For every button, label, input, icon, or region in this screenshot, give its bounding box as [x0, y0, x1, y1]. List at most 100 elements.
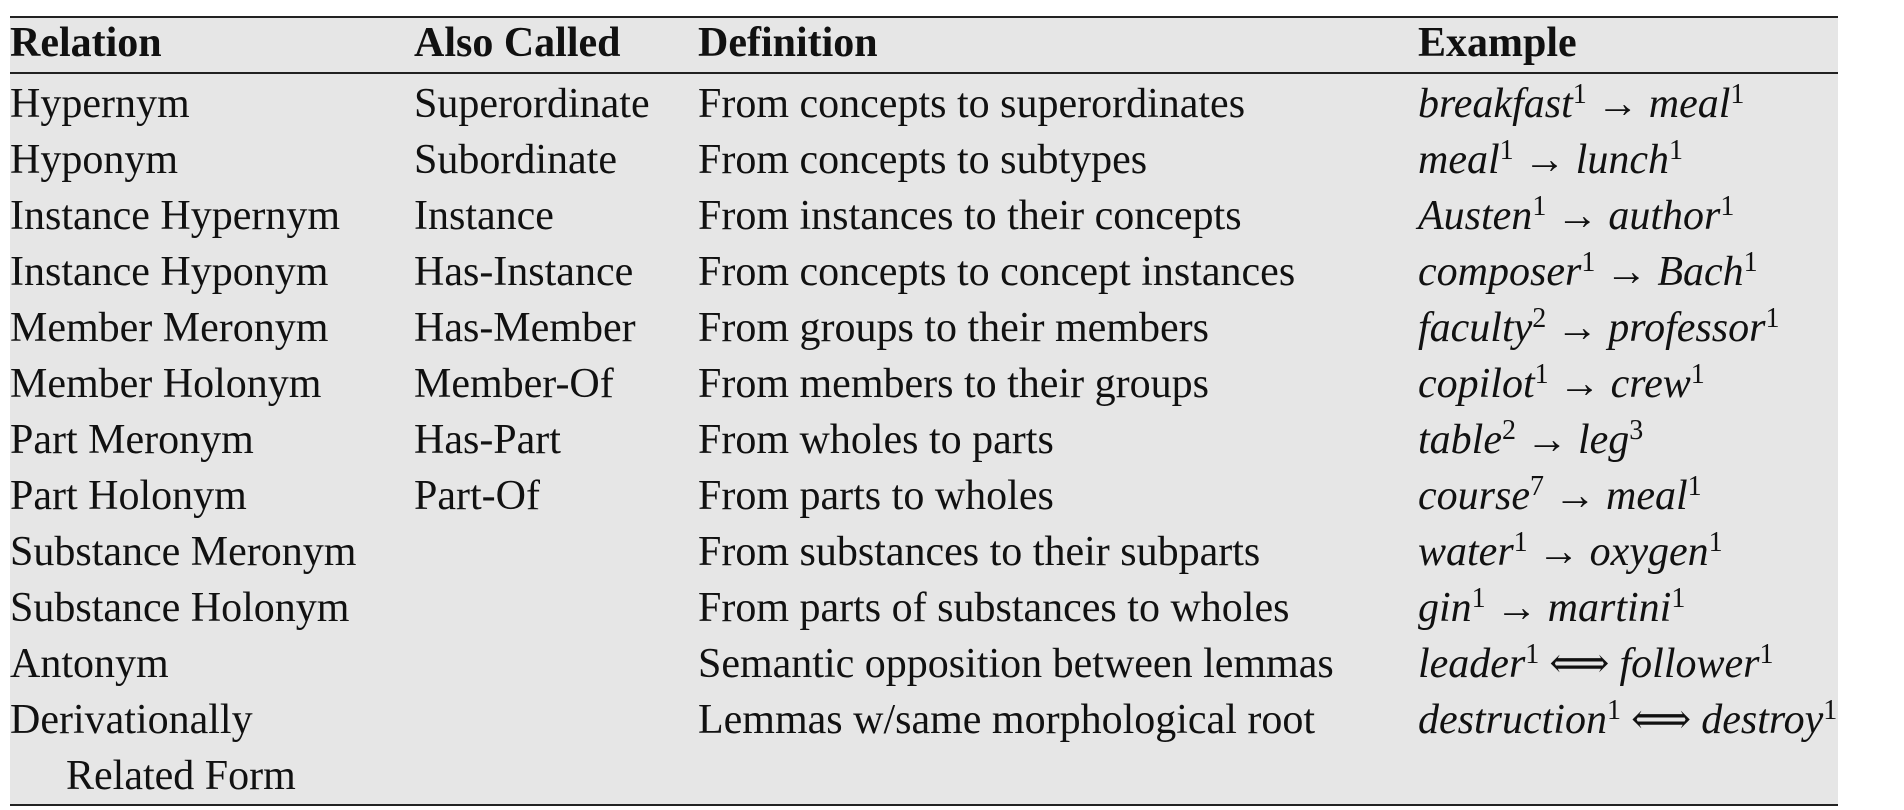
cell-example: course7 → meal1 [1418, 468, 1890, 524]
example-target: follower [1619, 641, 1760, 687]
cell-example: copilot1 → crew1 [1418, 356, 1890, 412]
example-source-sense: 1 [1525, 639, 1540, 670]
cell-also-called: Part-Of [414, 473, 540, 519]
example-target-sense: 1 [1690, 359, 1705, 390]
cell-definition: From parts of substances to wholes [698, 585, 1290, 631]
table-body: Hypernym Superordinate From concepts to su… [10, 74, 1890, 804]
cell-relation: Hyponym [10, 132, 414, 188]
arrow-right-icon: → [1495, 585, 1538, 631]
arrow-right-icon: → [1537, 529, 1580, 575]
arrow-right-icon: → [1556, 193, 1599, 239]
cell-relation: Antonym [10, 636, 414, 692]
cell-example: composer1 → Bach1 [1418, 244, 1890, 300]
relation-label: Derivationally [10, 697, 253, 743]
example-source-sense: 1 [1513, 527, 1528, 558]
arrow-right-icon: → [1605, 249, 1648, 295]
relation-label: Substance Holonym [10, 585, 350, 631]
cell-relation: Derivationally Related Form [10, 692, 414, 804]
example-target-sense: 1 [1687, 471, 1702, 502]
cell-example: breakfast1 → meal1 [1418, 74, 1890, 132]
relation-label: Antonym [10, 641, 169, 687]
example-target: professor [1608, 305, 1766, 351]
cell-also-called: Member-Of [414, 361, 614, 407]
example-source-sense: 2 [1501, 415, 1516, 446]
table-row: Part Meronym Has-Part From wholes to parts… [10, 412, 1890, 468]
cell-example: faculty2 → professor1 [1418, 300, 1890, 356]
cell-also-called: Instance [414, 193, 554, 239]
cell-also-called: Has-Member [414, 305, 636, 351]
example-target: Bach [1657, 249, 1744, 295]
cell-definition: From concepts to superordinates [698, 81, 1246, 127]
cell-example: destruction1 ⟺ destroy1 [1418, 692, 1890, 804]
top-rule [10, 16, 1838, 18]
example-source-sense: 1 [1581, 247, 1596, 278]
cell-definition: From members to their groups [698, 361, 1209, 407]
example-source: copilot [1418, 361, 1535, 407]
relation-label: Hypernym [10, 81, 190, 127]
cell-also-called: Has-Part [414, 417, 561, 463]
example-target-sense: 1 [1759, 639, 1774, 670]
header-rule [10, 72, 1838, 74]
example-target: martini [1547, 585, 1672, 631]
example-target: author [1608, 193, 1721, 239]
cell-also-called: Has-Instance [414, 249, 634, 295]
relation-label: Instance Hypernym [10, 193, 341, 239]
example-target-sense: 3 [1629, 415, 1644, 446]
example-source-sense: 1 [1606, 695, 1621, 726]
example-source: leader [1418, 641, 1526, 687]
example-source-sense: 1 [1499, 135, 1514, 166]
example-target-sense: 1 [1823, 695, 1838, 726]
cell-definition: From substances to their subparts [698, 529, 1261, 575]
cell-example: table2 → leg3 [1418, 412, 1890, 468]
example-target-sense: 1 [1708, 527, 1723, 558]
bottom-rule [10, 804, 1838, 806]
table-row: Substance Meronym From substances to thei… [10, 524, 1890, 580]
cell-definition: From wholes to parts [698, 417, 1054, 463]
example-target-sense: 1 [1765, 303, 1780, 334]
arrow-right-icon: → [1525, 417, 1568, 463]
cell-relation: Substance Meronym [10, 524, 414, 580]
example-target-sense: 1 [1671, 583, 1686, 614]
table-row: Member Holonym Member-Of From members to t… [10, 356, 1890, 412]
relation-label: Part Meronym [10, 417, 254, 463]
example-source: course [1418, 473, 1530, 519]
cell-also-called [414, 580, 698, 636]
example-source-sense: 2 [1532, 303, 1547, 334]
arrow-right-icon: → [1558, 361, 1601, 407]
cell-relation: Substance Holonym [10, 580, 414, 636]
example-target-sense: 1 [1730, 79, 1745, 110]
arrow-right-icon: → [1523, 137, 1566, 183]
example-source: faculty [1418, 305, 1533, 351]
table-row: Member Meronym Has-Member From groups to t… [10, 300, 1890, 356]
example-source: destruction [1418, 697, 1607, 743]
cell-also-called [414, 692, 698, 804]
example-source-sense: 1 [1532, 191, 1547, 222]
table-row: Substance Holonym From parts of substance… [10, 580, 1890, 636]
example-source: composer [1418, 249, 1582, 295]
cell-relation: Part Meronym [10, 412, 414, 468]
example-source-sense: 7 [1529, 471, 1544, 502]
header-example: Example [1418, 20, 1577, 66]
cell-example: leader1 ⟺ follower1 [1418, 636, 1890, 692]
table-row: Part Holonym Part-Of From parts to wholes c… [10, 468, 1890, 524]
example-target: lunch [1575, 137, 1669, 183]
cell-definition: Semantic opposition between lemmas [698, 641, 1334, 687]
cell-relation: Instance Hyponym [10, 244, 414, 300]
header-also-called: Also Called [414, 20, 621, 66]
example-target: destroy [1701, 697, 1824, 743]
wordnet-relations-table: Relation Also Called Definition Example … [10, 16, 1838, 806]
example-source: breakfast [1418, 81, 1573, 127]
relation-label: Member Holonym [10, 361, 322, 407]
example-target: crew [1610, 361, 1691, 407]
example-source: table [1418, 417, 1502, 463]
cell-definition: From groups to their members [698, 305, 1209, 351]
cell-also-called: Superordinate [414, 81, 650, 127]
relation-label: Hyponym [10, 137, 178, 183]
relation-label: Member Meronym [10, 305, 329, 351]
cell-relation: Part Holonym [10, 468, 414, 524]
cell-example: water1 → oxygen1 [1418, 524, 1890, 580]
example-target-sense: 1 [1743, 247, 1758, 278]
header-row: Relation Also Called Definition Example [10, 18, 1890, 74]
cell-relation: Instance Hypernym [10, 188, 414, 244]
